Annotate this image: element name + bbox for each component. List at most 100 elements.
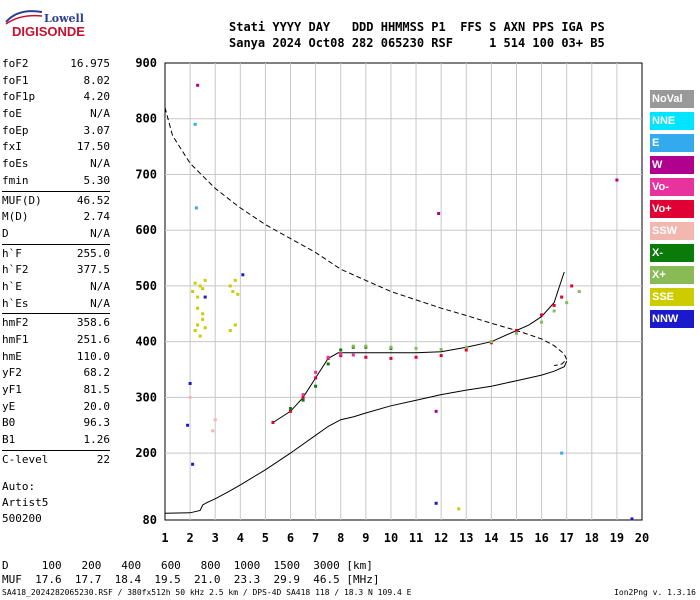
param-row: yF1 81.5 [2,382,110,399]
auto-code: 500200 [2,512,42,525]
legend-item-w: W [650,156,694,174]
x-tick-label: 7 [312,531,319,545]
param-value: 1.26 [83,433,111,447]
param-separator [2,313,110,315]
param-name: h`F [2,246,22,260]
param-name: yE [2,399,16,413]
param-value: 255.0 [76,246,110,260]
param-value: 96.3 [83,416,111,430]
param-value: N/A [90,226,110,240]
param-value: 110.0 [76,349,110,363]
x-tick-label: 12 [434,531,448,545]
polarization-legend: NoVal NNE E W Vo- Vo+ SSW X- X+ SSE NNW [650,90,694,332]
param-value: 81.5 [83,383,111,397]
param-value: 377.5 [76,263,110,277]
legend-item-vo-: Vo- [650,178,694,196]
param-name: yF2 [2,366,22,380]
file-footer: SA418_2024282065230.RSF / 380fx512h 50 k… [2,588,412,597]
trace-point-e [194,206,198,210]
param-value: 68.2 [83,366,111,380]
x-tick-label: 8 [337,531,344,545]
param-name: fxI [2,140,22,154]
trace-point-vo- [271,420,275,424]
x-tick-label: 16 [534,531,548,545]
param-row: h`F2 377.5 [2,262,110,279]
trace-point-sse [236,292,240,296]
trace-point-x- [540,320,544,324]
param-row: B0 96.3 [2,415,110,432]
auto-program: Artist5 [2,496,49,509]
param-row: foF1p 4.20 [2,89,110,106]
param-value: 3.07 [83,123,111,137]
trace-point-sse [201,287,205,291]
trace-point-nnw [203,295,207,299]
legend-item-x-: X+ [650,266,694,284]
param-row: C-level 22 [2,452,110,469]
param-value: 251.6 [76,333,110,346]
trace-point-vo- [389,356,393,360]
trace-point-sse [196,306,200,310]
trace-point-w [437,211,441,215]
legend-item-vo-: Vo+ [650,200,694,218]
param-name: hmE [2,349,22,363]
trace-point-sse [196,323,200,327]
trace-point-e [193,122,197,126]
legend-item-ssw: SSW [650,222,694,240]
trace-point-sse [457,507,461,511]
y-tick-label: 900 [135,56,157,70]
trace-point-sse [201,317,205,321]
trace-point-x- [301,398,305,402]
param-name: MUF(D) [2,193,42,207]
x-tick-label: 20 [635,531,649,545]
param-row: foF1 8.02 [2,73,110,90]
param-name: foEp [2,123,29,137]
param-value: 8.02 [83,73,111,87]
x-tick-label: 3 [212,531,219,545]
trace-point-x- [414,346,418,350]
param-row: fmin 5.30 [2,173,110,190]
density-profile-line [164,107,568,367]
y-tick-label: 500 [135,279,157,293]
trace-point-vo- [464,348,468,352]
trace-point-vo- [514,329,518,333]
y-tick-labels: 80 200 300 400 500 600 700 800 900 [135,56,157,527]
param-name: C-level [2,452,49,466]
x-tick-label: 9 [362,531,369,545]
lowell-digisonde-logo: Lowell DIGISONDE [4,6,124,42]
trace-point-sse [201,312,205,316]
trace-point-x- [552,309,556,313]
param-name: D [2,226,9,240]
trace-point-w [615,178,619,182]
trace-point-nnw [186,423,190,427]
trace-point-x- [439,347,443,351]
trace-point-x- [339,348,343,352]
plot-area [164,62,643,521]
trace-point-vo- [364,355,368,359]
trace-point-vo- [414,355,418,359]
trace-point-sse [193,329,197,333]
param-name: B0 [2,416,16,430]
param-separator [2,243,110,245]
param-value: 17.50 [76,140,110,154]
logo-lowell: Lowell [44,12,84,25]
param-value: 20.0 [83,399,111,413]
trace-point-x- [351,344,355,348]
param-name: M(D) [2,210,29,224]
param-row: yF2 68.2 [2,365,110,382]
param-row: h`E N/A [2,279,110,296]
param-value: N/A [90,107,110,121]
trace-point-sse [228,284,232,288]
trace-point-vo- [301,395,305,399]
trace-point-vo- [314,376,318,380]
trace-point-x- [314,384,318,388]
trace-point-sse [193,281,197,285]
scaled-parameters: foF2 16.975 foF1 8.02 foF1p 4.20 foE N/A foEp 3.0… [2,56,110,469]
muf-row: MUF 17.6 17.7 18.4 19.5 21.0 23.3 29.9 4… [2,573,380,586]
param-row: h`Es N/A [2,296,110,313]
trace-point-x- [565,301,569,305]
y-tick-label: 80 [143,513,157,527]
trace-point-x- [464,345,468,349]
trace-point-sse [203,326,207,330]
trace-point-vo- [289,409,293,413]
trace-point-ssw [213,418,217,422]
